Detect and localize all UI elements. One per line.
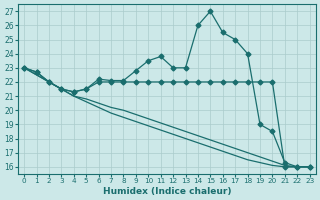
X-axis label: Humidex (Indice chaleur): Humidex (Indice chaleur) (103, 187, 231, 196)
